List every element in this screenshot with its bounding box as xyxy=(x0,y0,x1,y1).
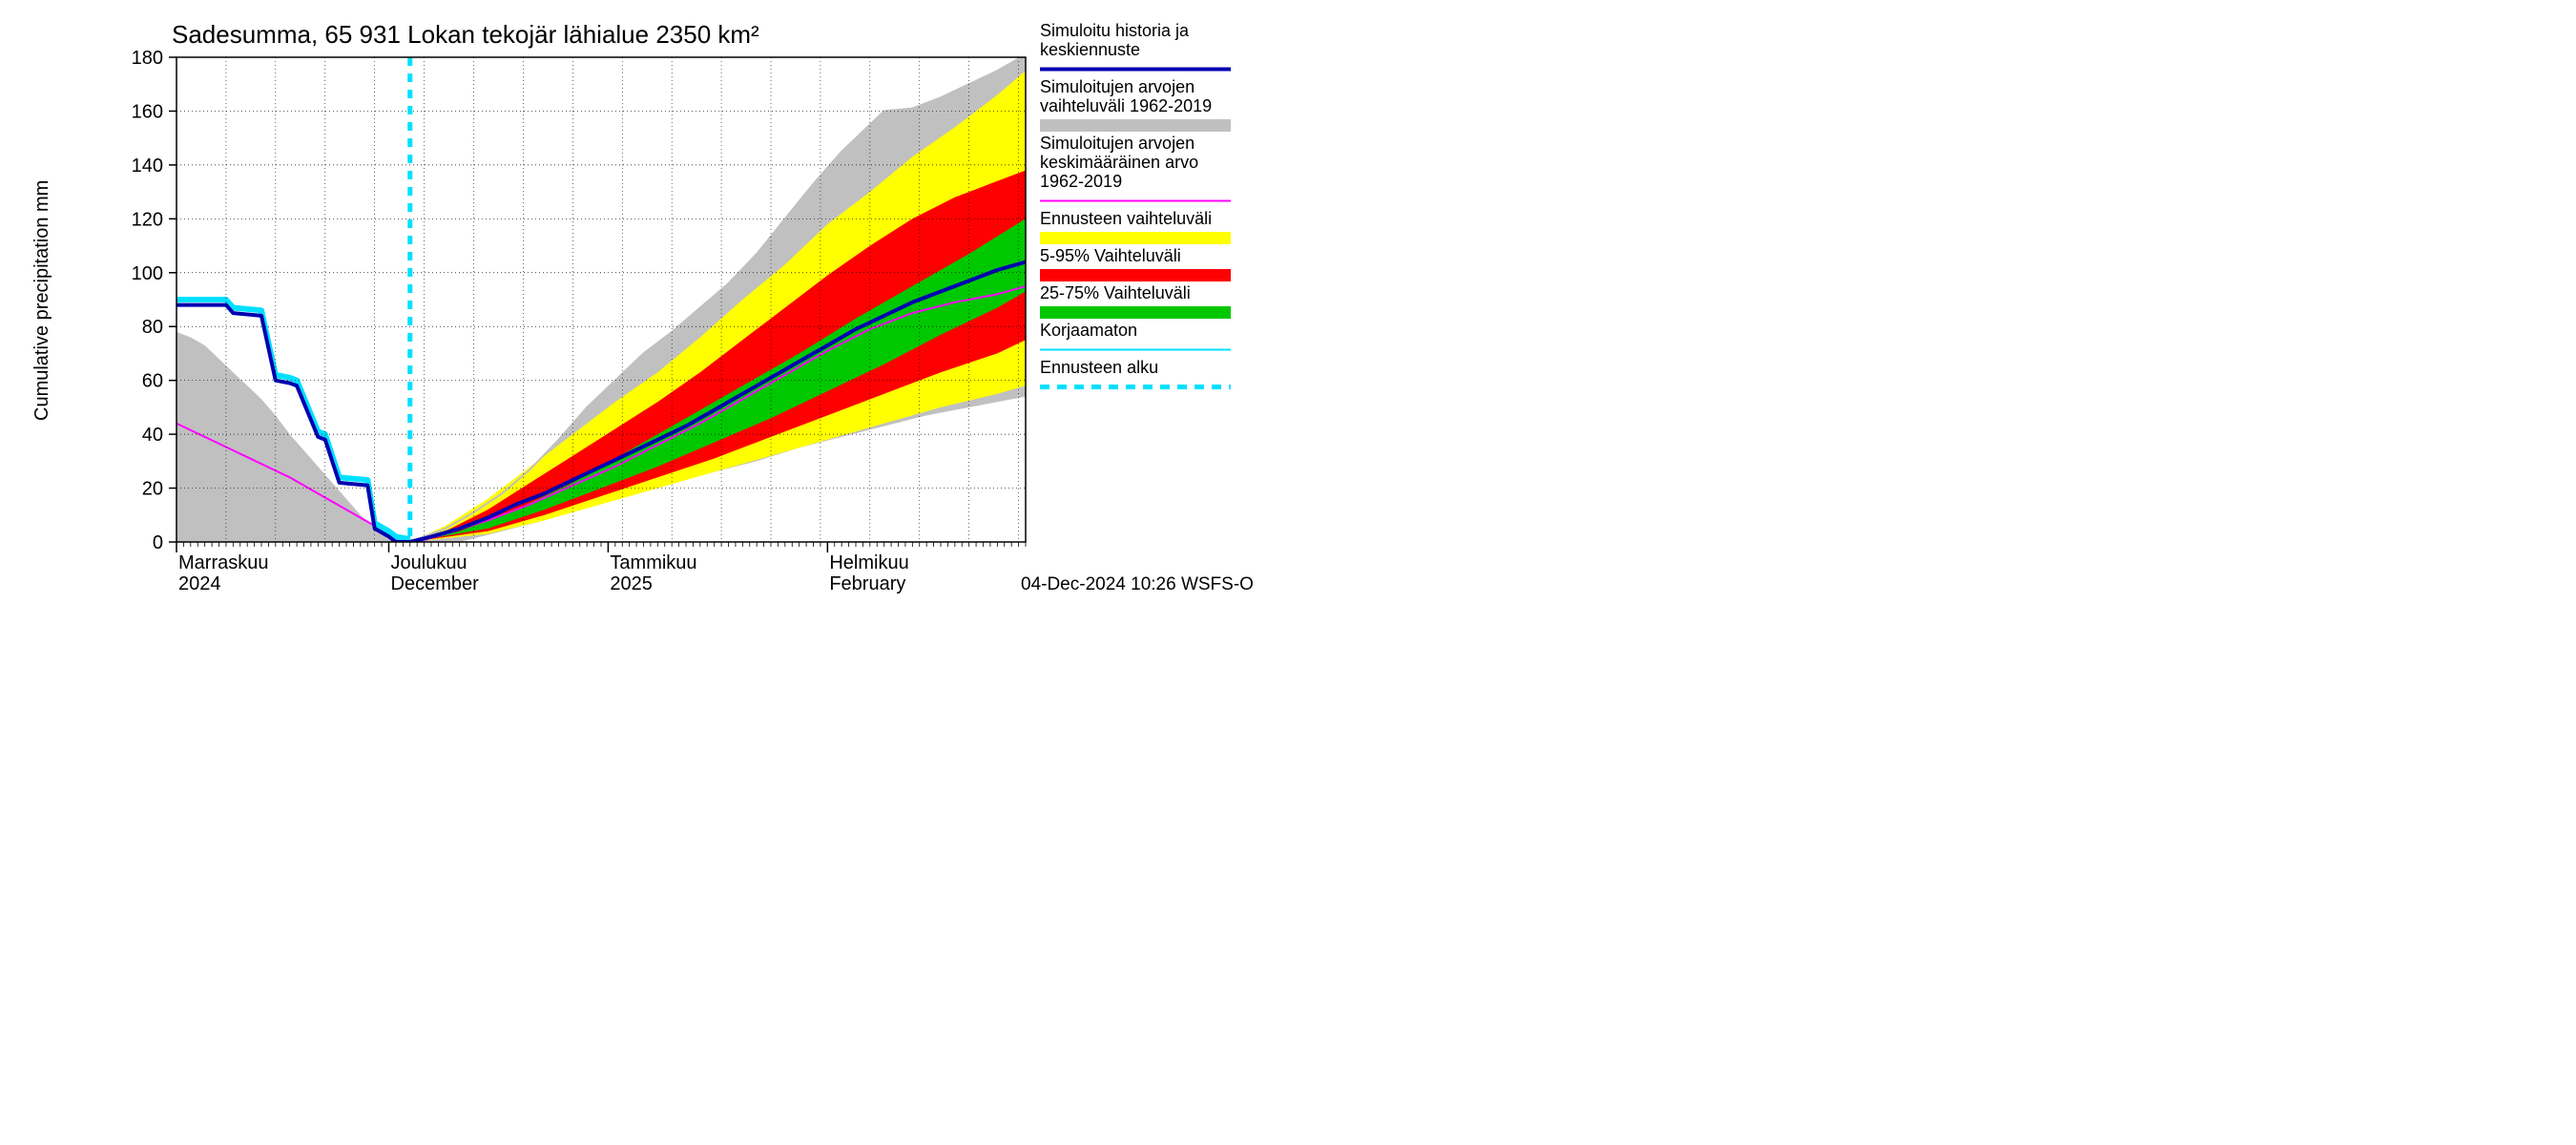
precipitation-chart: Sadesumma, 65 931 Lokan tekojär lähialue… xyxy=(0,0,1431,636)
chart-title: Sadesumma, 65 931 Lokan tekojär lähialue… xyxy=(172,20,759,49)
legend-label: Korjaamaton xyxy=(1040,321,1137,340)
x-category-label: Tammikuu xyxy=(610,552,696,573)
legend-label: Ennusteen alku xyxy=(1040,358,1158,377)
x-category-label: Joulukuu xyxy=(391,552,467,573)
y-tick-label: 80 xyxy=(142,317,163,338)
legend-label: Simuloitujen arvojen xyxy=(1040,77,1195,96)
y-tick-label: 100 xyxy=(132,263,163,284)
legend-label: 1962-2019 xyxy=(1040,172,1122,191)
legend-swatch xyxy=(1040,269,1231,281)
legend-label: 25-75% Vaihteluväli xyxy=(1040,283,1191,302)
y-tick-label: 40 xyxy=(142,425,163,446)
chart-container: Sadesumma, 65 931 Lokan tekojär lähialue… xyxy=(0,0,1431,636)
y-tick-label: 120 xyxy=(132,209,163,230)
y-tick-label: 180 xyxy=(132,48,163,69)
legend-swatch xyxy=(1040,232,1231,244)
y-axis-label: Cumulative precipitation mm xyxy=(31,180,52,421)
legend-label: Simuloitujen arvojen xyxy=(1040,134,1195,153)
legend-label: Simuloitu historia ja xyxy=(1040,21,1190,40)
y-tick-label: 60 xyxy=(142,371,163,392)
legend-label: Ennusteen vaihteluväli xyxy=(1040,209,1212,228)
legend-label: vaihteluväli 1962-2019 xyxy=(1040,96,1212,115)
y-tick-label: 0 xyxy=(153,532,163,553)
chart-footer: 04-Dec-2024 10:26 WSFS-O xyxy=(1021,574,1254,594)
legend-swatch xyxy=(1040,119,1231,132)
legend-label: 5-95% Vaihteluväli xyxy=(1040,246,1181,265)
x-category-label: Helmikuu xyxy=(829,552,908,573)
legend-label: keskimääräinen arvo xyxy=(1040,153,1198,172)
legend-swatch xyxy=(1040,306,1231,319)
legend-label: keskiennuste xyxy=(1040,40,1140,59)
y-tick-label: 20 xyxy=(142,479,163,500)
x-category-label: Marraskuu xyxy=(178,552,268,573)
y-tick-label: 140 xyxy=(132,156,163,177)
x-category-sublabel: December xyxy=(391,573,480,594)
y-tick-label: 160 xyxy=(132,101,163,122)
x-category-sublabel: 2024 xyxy=(178,573,221,594)
x-category-sublabel: 2025 xyxy=(610,573,653,594)
x-category-sublabel: February xyxy=(829,573,905,594)
